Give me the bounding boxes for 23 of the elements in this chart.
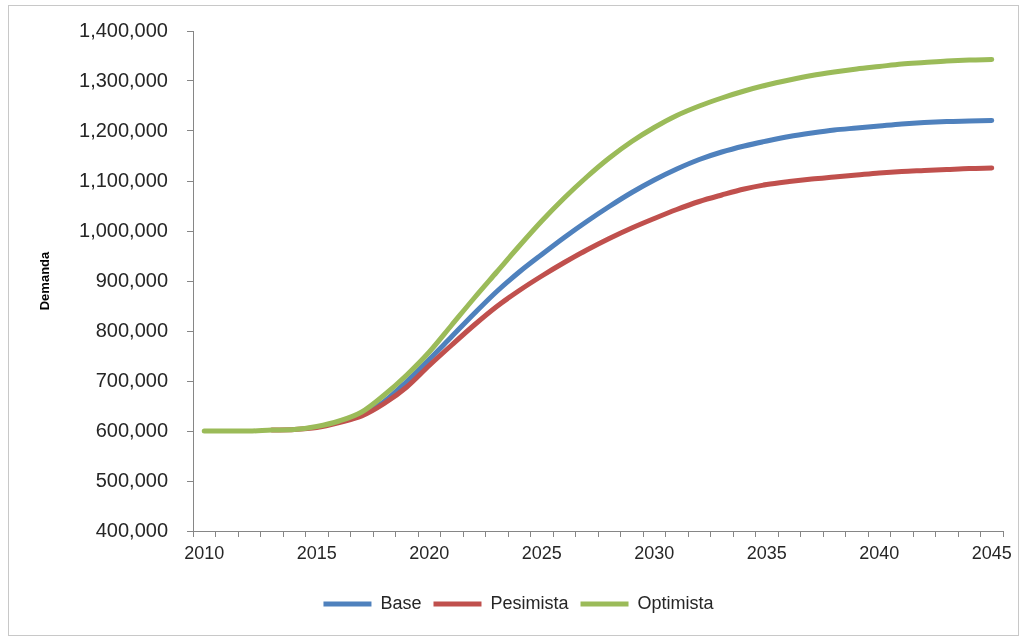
x-tick-label: 2015: [296, 542, 337, 563]
x-tick-label: 2040: [859, 542, 900, 563]
y-tick-label: 1,400,000: [79, 18, 168, 41]
y-axis-title: Demanda: [37, 250, 53, 311]
x-tick-label: 2035: [746, 542, 787, 563]
x-tick-label: 2025: [521, 542, 562, 563]
y-tick-label: 1,100,000: [79, 168, 168, 191]
legend-label: Base: [380, 592, 422, 613]
y-tick-label: 500,000: [95, 468, 168, 491]
y-tick-label: 400,000: [95, 518, 168, 541]
x-tick-label: 2030: [634, 542, 675, 563]
legend-label: Pesimista: [490, 592, 570, 613]
x-tick-label: 2010: [184, 542, 225, 563]
y-tick-label: 800,000: [95, 318, 168, 341]
y-tick-label: 1,200,000: [79, 118, 168, 141]
x-tick-label: 2020: [409, 542, 450, 563]
legend-label: Optimista: [637, 592, 715, 613]
y-tick-label: 600,000: [95, 418, 168, 441]
y-tick-label: 700,000: [95, 368, 168, 391]
y-tick-label: 1,300,000: [79, 68, 168, 91]
x-tick-label: 2045: [971, 542, 1012, 563]
y-tick-label: 1,000,000: [79, 218, 168, 241]
y-tick-label: 900,000: [95, 268, 168, 291]
